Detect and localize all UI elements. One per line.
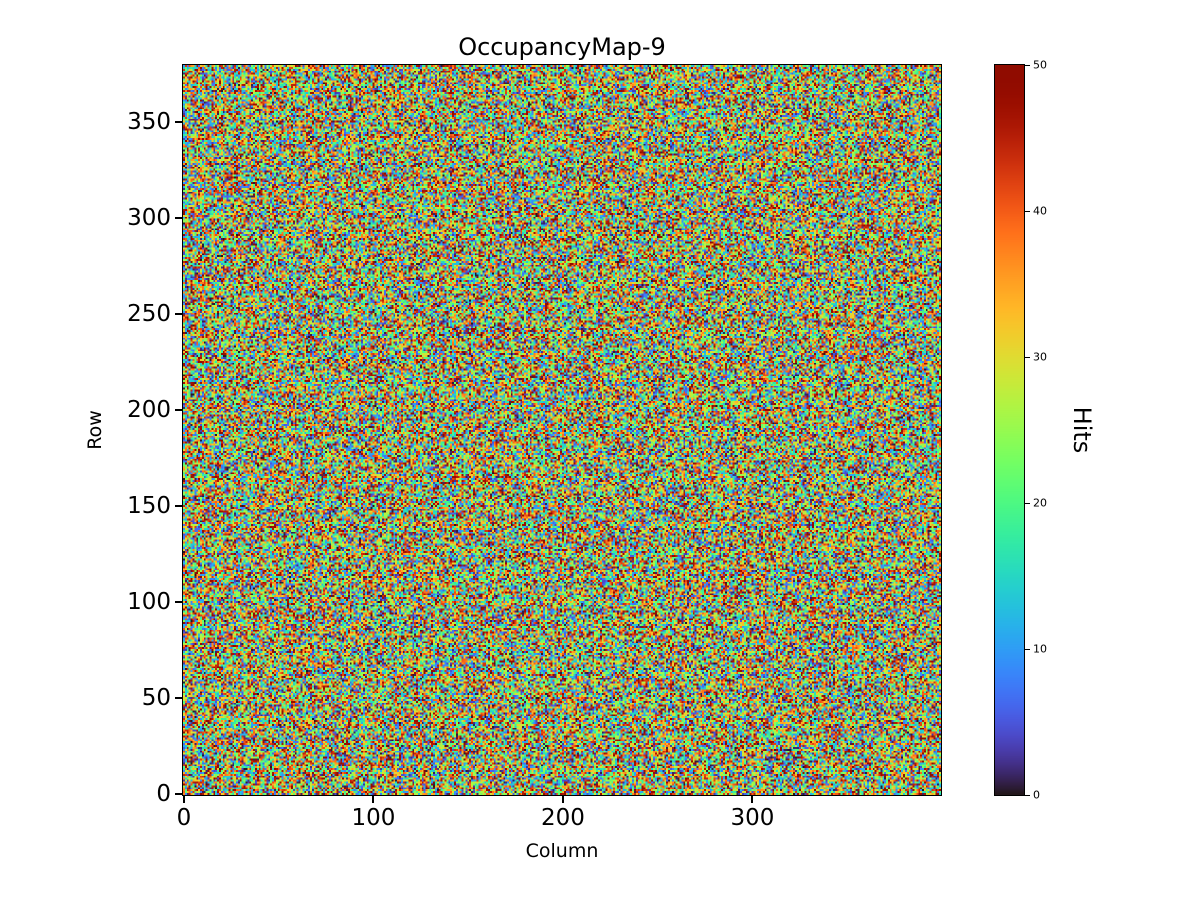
x-tick-mark bbox=[751, 796, 754, 803]
y-tick-mark bbox=[175, 216, 182, 219]
colorbar-tick-label: 40 bbox=[1033, 204, 1047, 218]
y-tick-mark bbox=[175, 696, 182, 699]
colorbar-gradient bbox=[994, 64, 1025, 796]
y-tick-label: 300 bbox=[127, 204, 171, 231]
colorbar-tick-label: 50 bbox=[1033, 58, 1047, 72]
y-tick-label: 250 bbox=[127, 300, 171, 327]
y-tick-label: 350 bbox=[127, 108, 171, 135]
y-tick-mark bbox=[175, 312, 182, 315]
y-tick-mark bbox=[175, 120, 182, 123]
x-tick-label: 300 bbox=[730, 805, 775, 831]
colorbar-tick-mark bbox=[1025, 210, 1030, 212]
x-tick-mark bbox=[182, 796, 185, 803]
chart-title: OccupancyMap-9 bbox=[458, 33, 666, 61]
heatmap-canvas bbox=[182, 64, 942, 796]
colorbar-tick-mark bbox=[1025, 502, 1030, 504]
y-tick-label: 0 bbox=[156, 781, 171, 808]
colorbar-tick-label: 30 bbox=[1033, 350, 1047, 364]
y-tick-label: 100 bbox=[127, 588, 171, 615]
y-tick-mark bbox=[175, 504, 182, 507]
colorbar-tick-label: 20 bbox=[1033, 496, 1047, 510]
x-tick-label: 100 bbox=[351, 805, 396, 831]
y-tick-label: 50 bbox=[141, 684, 171, 711]
y-axis-label: Row bbox=[84, 410, 106, 450]
y-tick-mark bbox=[175, 408, 182, 411]
colorbar-label: Hits bbox=[1068, 406, 1096, 454]
y-tick-label: 150 bbox=[127, 492, 171, 519]
x-tick-mark bbox=[561, 796, 564, 803]
colorbar-tick-mark bbox=[1025, 794, 1030, 796]
y-tick-mark bbox=[175, 793, 182, 796]
x-tick-mark bbox=[372, 796, 375, 803]
colorbar-tick-mark bbox=[1025, 64, 1030, 66]
x-tick-label: 200 bbox=[540, 805, 585, 831]
colorbar-tick-mark bbox=[1025, 356, 1030, 358]
x-axis-label: Column bbox=[525, 840, 599, 862]
x-tick-label: 0 bbox=[176, 805, 192, 831]
colorbar-tick-label: 0 bbox=[1033, 788, 1040, 802]
colorbar-tick-label: 10 bbox=[1033, 642, 1047, 656]
y-tick-mark bbox=[175, 600, 182, 603]
colorbar-tick-mark bbox=[1025, 648, 1030, 650]
y-tick-label: 200 bbox=[127, 396, 171, 423]
